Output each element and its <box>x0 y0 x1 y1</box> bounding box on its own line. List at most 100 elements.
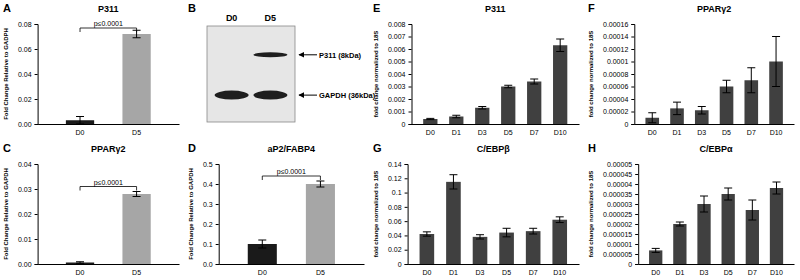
x-tick: D7 <box>529 264 538 276</box>
error-cap <box>133 196 141 197</box>
y-axis-title: fold change normalized to 18S <box>588 31 594 118</box>
error-cap <box>748 200 756 201</box>
panel-label: B <box>188 2 196 14</box>
y-axis-line <box>405 165 409 265</box>
y-axis: 00.020.040.060.080.10.120.14 <box>388 161 408 268</box>
chart-title: P311 <box>98 4 119 14</box>
y-axis: 0.00.10.20.30.40.5 <box>203 161 219 268</box>
y-tick-label: 0.0 <box>203 261 213 268</box>
y-tick-mark <box>631 87 634 88</box>
x-tick: D5 <box>504 124 513 136</box>
y-axis: 00.0010.0020.0030.0040.0050.0060.0070.00… <box>388 21 412 128</box>
error-cap <box>556 51 564 52</box>
y-tick-mark <box>631 74 634 75</box>
error-cap <box>133 191 141 192</box>
y-axis-line <box>631 25 635 125</box>
error-cap <box>747 92 755 93</box>
x-tick: D5 <box>724 264 733 276</box>
x-tick: D5 <box>502 264 511 276</box>
bar <box>423 119 437 124</box>
x-tick-label: D10 <box>770 269 783 276</box>
y-tick-mark <box>635 234 638 235</box>
error-cap <box>503 228 511 229</box>
error-cap <box>478 109 486 110</box>
plot: 00.0010.0020.0030.0040.0050.0060.0070.00… <box>388 21 580 136</box>
y-tick-mark <box>409 99 412 100</box>
error-bar <box>772 182 780 194</box>
y-tick-label: 0.003 <box>388 83 406 90</box>
y-tick-label: 0.08 <box>18 21 32 28</box>
y-tick: 0 <box>402 121 412 128</box>
error-line <box>560 39 561 52</box>
y-tick-mark <box>635 204 638 205</box>
error-cap <box>676 222 684 223</box>
marks <box>66 30 151 124</box>
y-tick-mark <box>405 207 408 208</box>
bar <box>122 194 150 264</box>
error-cap <box>449 189 457 190</box>
y-tick-label: 0.00002 <box>603 108 628 115</box>
x-tick: D5 <box>132 124 141 136</box>
band-arrow <box>299 54 317 55</box>
error-bar <box>503 228 511 237</box>
chart-title: C/EBPβ <box>477 144 511 154</box>
y-tick-mark <box>631 112 634 113</box>
y-axis-title: Fold Change Relative to GAPDH <box>188 168 194 260</box>
error-cap <box>133 37 141 38</box>
error-bar <box>529 228 537 234</box>
y-tick: 0.00016 <box>603 21 634 28</box>
band <box>215 91 249 100</box>
panel-label: H <box>588 142 596 154</box>
y-tick-mark <box>405 164 408 165</box>
x-axis-line <box>38 124 179 125</box>
y-tick: 0.01 <box>18 236 38 243</box>
panel: BD0D5P311 (8kDa)GAPDH (36kDa) <box>188 2 376 122</box>
y-tick-label: 0.000015 <box>603 231 632 238</box>
plot: 00.020.040.060.080.10.120.14D0D1D3D5D7D1… <box>388 161 580 276</box>
y-tick-label: 0.007 <box>388 33 406 40</box>
significance-bracket <box>262 176 320 180</box>
error-cap <box>426 119 434 120</box>
y-tick: 0.000015 <box>603 231 638 238</box>
band <box>253 91 287 100</box>
y-tick-label: 0.04 <box>18 71 32 78</box>
y-tick: 0.2 <box>203 221 219 228</box>
y-tick: 0.00004 <box>607 181 638 188</box>
panel: EP31100.0010.0020.0030.0040.0050.0060.00… <box>373 2 580 136</box>
y-tick-mark <box>409 49 412 50</box>
annotation: p≤0.0001 <box>94 20 123 28</box>
y-tick-mark <box>35 189 38 190</box>
y-tick: 0.008 <box>388 21 412 28</box>
x-tick-label: D0 <box>651 269 660 276</box>
plot: 0.000.020.040.060.08D0D5p≤0.0001 <box>18 20 180 136</box>
x-axis: D0D5 <box>219 264 364 276</box>
y-tick: 0.000035 <box>603 191 638 198</box>
y-tick-mark <box>631 37 634 38</box>
bar <box>552 220 567 264</box>
x-tick-label: D3 <box>478 129 487 136</box>
x-tick-label: D5 <box>132 269 141 276</box>
y-tick-mark <box>35 214 38 215</box>
x-tick-label: D3 <box>476 269 485 276</box>
x-tick: D10 <box>770 264 783 276</box>
y-tick: 0.06 <box>388 218 408 225</box>
error-line <box>533 228 534 234</box>
y-tick-label: 0.1 <box>203 241 213 248</box>
error-line <box>262 240 263 248</box>
error-bar <box>449 175 457 189</box>
error-cap <box>648 122 656 123</box>
x-tick: D1 <box>675 264 684 276</box>
panel: AP3110.000.020.040.060.08D0D5p≤0.0001Fol… <box>3 2 180 136</box>
x-tick-label: D5 <box>722 129 731 136</box>
marks <box>420 175 567 264</box>
y-tick-mark <box>409 37 412 38</box>
error-cap <box>652 252 660 253</box>
y-tick-mark <box>405 178 408 179</box>
y-tick-mark <box>409 112 412 113</box>
y-tick: 0.006 <box>388 46 412 53</box>
error-bar <box>76 117 84 125</box>
y-tick-label: 0.00004 <box>603 96 628 103</box>
error-cap <box>449 174 457 175</box>
error-cap <box>504 87 512 88</box>
y-tick-label: 0.02 <box>18 96 32 103</box>
